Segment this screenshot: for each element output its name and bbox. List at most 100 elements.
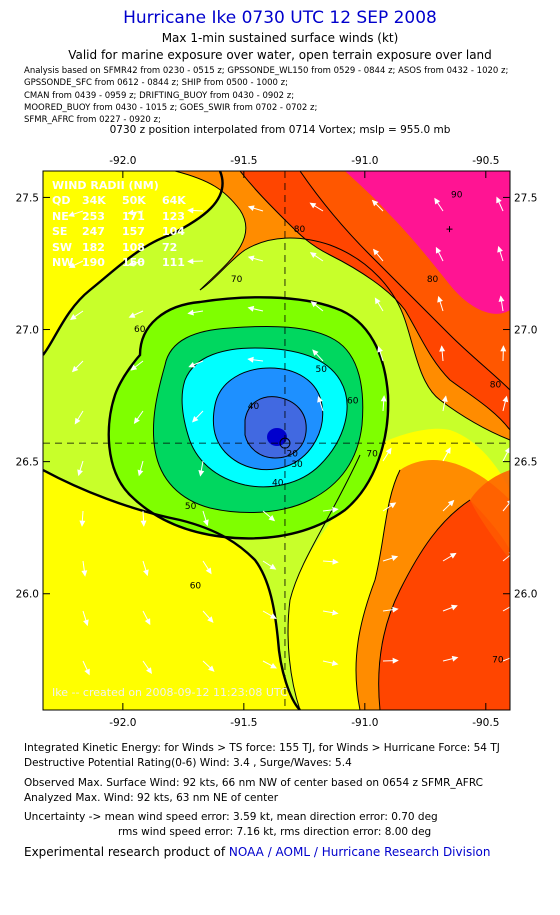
contour-label: 70 [492, 655, 504, 665]
wind-vector-head [374, 297, 381, 305]
storm-core [267, 428, 287, 446]
wind-vector-head [332, 558, 339, 565]
x-tick-label-bottom: -92.0 [109, 717, 136, 729]
wind-vector-head [385, 447, 392, 455]
ike-stats: Integrated Kinetic Energy: for Winds > T… [24, 742, 500, 754]
wind-radii-row: NE 253 171 123 [52, 210, 185, 223]
wind-radii-row: NW 190 150 111 [52, 256, 185, 269]
wind-vector-head [188, 361, 196, 368]
analysis-sources: Analysis based on SFMR42 from 0230 - 051… [24, 65, 554, 126]
wind-radii-column: QD [52, 194, 70, 207]
credit-organization[interactable]: NOAA / AOML / Hurricane Research Divisio… [228, 845, 491, 859]
axis-tick-labels: -92.0 -92.0 -91.5 -91.5 -91.0 -91.0 -90.5 -90.5… [16, 155, 538, 729]
wind-vector-head [502, 395, 509, 403]
wind-vector-head [68, 262, 76, 268]
wind-vector-head [332, 506, 339, 513]
wind-radii-column: 50K [122, 194, 146, 207]
wind-radii-cell: SE [52, 225, 67, 238]
wind-radii-cell: 182 [82, 241, 105, 254]
chart-title: Hurricane Ike 0730 UTC 12 SEP 2008 [123, 8, 437, 28]
wind-vector-head [372, 248, 380, 256]
wind-vector-head [435, 246, 442, 254]
y-tick-label-right: 26.0 [514, 589, 537, 601]
wind-vector-head [434, 197, 441, 205]
wind-radii-cell: NE [52, 210, 69, 223]
wind-vector-head [497, 245, 503, 253]
wind-vector-head [439, 345, 446, 352]
contour-label: 90 [451, 190, 463, 200]
wind-vector-head [81, 570, 88, 577]
analysis-line: GPSSONDE_SFC from 0612 - 0844 z; SHIP fr… [24, 78, 288, 89]
wind-vector-head [144, 618, 151, 626]
axis-ticks [43, 171, 510, 710]
uncertainty-mean: Uncertainty -> mean wind speed error: 3.… [24, 811, 438, 823]
wind-vector-head [317, 395, 323, 403]
wind-radii-column: 34K [82, 194, 106, 207]
observed-max-wind: Observed Max. Surface Wind: 92 kts, 66 n… [24, 777, 483, 789]
wind-radii-cell: 171 [122, 210, 145, 223]
contour-label: 80 [294, 225, 306, 235]
wind-vector [502, 501, 510, 512]
contour-line-10 [244, 396, 307, 459]
contour-line-40 [152, 325, 364, 513]
wind-vector-head [451, 655, 459, 662]
center-circle [279, 437, 291, 449]
contour-label: 70 [231, 275, 243, 285]
credit-line: Experimental research product of NOAA / … [24, 845, 490, 859]
center-marker [279, 437, 291, 449]
contour-label: 50 [185, 502, 197, 512]
wind-radii-table: WIND RADII (NM) QD 34K 50K 64K NE 253 171 123 … [52, 179, 186, 269]
contour-line-60 [43, 171, 224, 356]
contour-band-10 [244, 396, 307, 458]
wind-vector-head [207, 616, 214, 623]
dpr-stats: Destructive Potential Rating(0-6) Wind: … [24, 757, 352, 769]
wind-vector-head [205, 567, 212, 575]
wind-vector-head [512, 655, 517, 659]
wind-vector-head [392, 606, 399, 613]
contour-line-20 [212, 367, 324, 471]
contour-line-80 [378, 499, 471, 710]
wind-vector-head [208, 665, 215, 672]
contour-label: 60 [134, 325, 146, 335]
contour-line-80 [239, 171, 510, 431]
wind-vector-head [500, 345, 507, 352]
wind-vector-head [310, 301, 318, 308]
contour-line-60 [43, 468, 301, 710]
wind-vector-head [247, 356, 254, 363]
contour-label: 40 [248, 402, 260, 412]
wind-vector-head [130, 364, 138, 371]
wind-vector-head [380, 395, 387, 402]
wind-vector [502, 554, 510, 562]
wind-vector-head [269, 613, 277, 619]
center-crosshair [43, 171, 510, 710]
contour-line-60 [287, 454, 361, 710]
analyzed-max-wind: Analyzed Max. Wind: 92 kts, 63 nm NE of … [24, 792, 279, 804]
wind-radii-cell: 157 [122, 225, 145, 238]
analysis-line: CMAN from 0439 - 0959 z; DRIFTING_BUOY f… [24, 90, 295, 101]
wind-radii-cell: 247 [82, 225, 105, 238]
contour-label: 80 [427, 275, 439, 285]
wind-radii-cell: SW [52, 241, 72, 254]
wind-radii-column: 64K [162, 194, 186, 207]
wind-radii-cell: 253 [82, 210, 105, 223]
contour-line-70 [355, 469, 401, 710]
wind-vector-head [137, 469, 144, 477]
contour-band-95 [345, 171, 510, 314]
wind-radii-cell: 72 [162, 241, 177, 254]
wind-vector-head [496, 196, 502, 204]
contour-label: 20 [287, 449, 299, 459]
wind-radii-cell: 108 [122, 241, 145, 254]
validity-note: Valid for marine exposure over water, op… [68, 48, 492, 62]
wind-vector-head [447, 499, 455, 507]
y-tick-label-left: 26.5 [16, 457, 39, 469]
y-tick-label-right: 27.0 [514, 325, 537, 337]
contour-label: 30 [291, 460, 303, 470]
wind-vector-head [128, 312, 136, 318]
wind-vector-head [451, 604, 458, 611]
x-tick-label-top: -92.0 [109, 155, 136, 167]
wind-radii-cell: 150 [122, 256, 145, 269]
wind-radii-title: WIND RADII (NM) [52, 179, 159, 192]
y-tick-label-left: 27.0 [16, 325, 39, 337]
